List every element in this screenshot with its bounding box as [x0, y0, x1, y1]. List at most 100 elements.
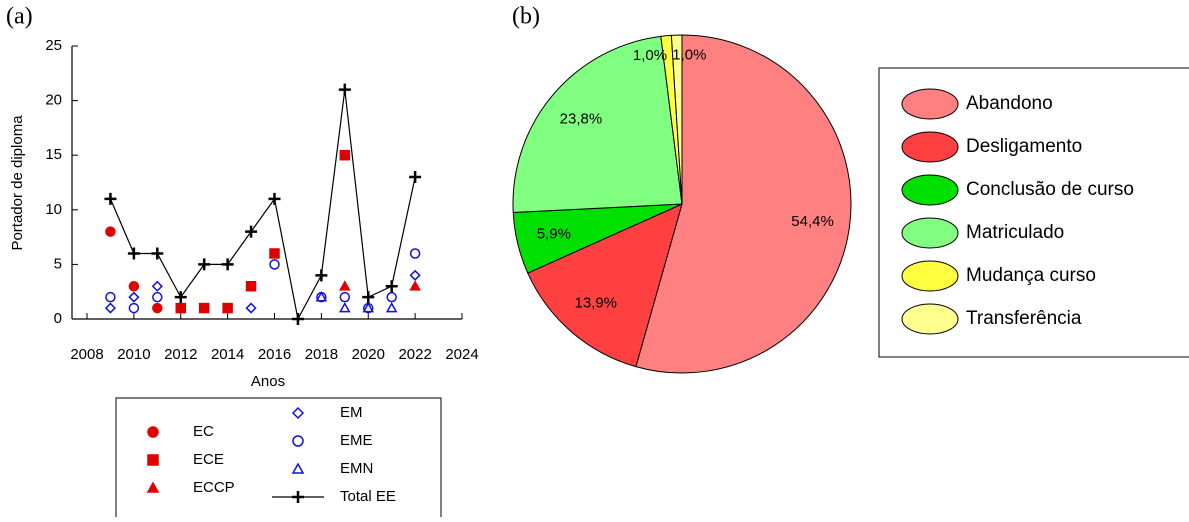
legend-label: Conclusão de curso: [966, 179, 1134, 200]
legend-swatch: [901, 174, 959, 206]
x-tick-label: 2010: [117, 346, 150, 363]
legend-label: Matriculado: [966, 222, 1064, 243]
legend-box: [878, 67, 1189, 358]
data-point: [339, 280, 351, 291]
legend-label: Mudança curso: [966, 265, 1096, 286]
data-point: [339, 302, 351, 313]
legend-label: EME: [340, 432, 373, 449]
data-point: [409, 269, 421, 281]
data-point: [269, 259, 280, 270]
x-tick-label: 2018: [305, 346, 338, 363]
data-point: [104, 192, 117, 205]
legend-marker: [146, 481, 160, 493]
legend-swatch: [901, 88, 959, 120]
pie-slice: [527, 203, 683, 368]
data-point: [174, 291, 187, 304]
data-point: [222, 302, 233, 314]
data-point: [127, 247, 140, 260]
data-point: [128, 291, 140, 303]
data-point: [151, 247, 164, 260]
data-point: [221, 258, 234, 271]
x-tick-label: 2008: [70, 346, 103, 363]
data-point: [175, 302, 186, 314]
data-point: [291, 313, 304, 325]
slice-label: 5,9%: [537, 226, 571, 243]
slice-label: 1,0%: [672, 46, 706, 63]
slice-label: 23,8%: [560, 110, 603, 127]
data-point: [339, 149, 351, 161]
legend-swatch: [901, 217, 959, 249]
data-point: [245, 302, 257, 314]
data-point: [198, 258, 211, 271]
data-point: [385, 280, 398, 293]
data-point: [128, 280, 140, 292]
x-tick-label: 2014: [211, 346, 244, 363]
y-tick-label: 25: [45, 37, 62, 54]
legend-marker: [291, 462, 305, 474]
legend-label: Total EE: [340, 488, 396, 505]
legend-swatch: [901, 260, 959, 292]
legend-label: Abandono: [966, 93, 1053, 114]
data-point: [151, 280, 163, 292]
legend-marker: [147, 426, 159, 438]
x-tick-label: 2022: [398, 346, 431, 363]
data-point: [315, 269, 328, 282]
panel-label: (a): [6, 4, 33, 30]
legend-label: EC: [193, 423, 214, 440]
data-point: [386, 291, 397, 303]
legend-swatch: [901, 131, 959, 163]
data-point: [409, 280, 421, 291]
legend-marker: [292, 491, 304, 503]
y-tick-label: 0: [54, 310, 62, 327]
slice-label: 1,0%: [633, 47, 667, 64]
data-point: [105, 226, 116, 237]
data-point: [128, 302, 140, 314]
legend-label: EMN: [340, 460, 373, 477]
data-point: [339, 291, 351, 303]
y-tick-label: 15: [45, 146, 62, 163]
series-line: [109, 89, 416, 321]
y-axis-label: Portador de diploma: [9, 115, 26, 251]
legend-label: EM: [340, 404, 363, 421]
data-point: [362, 302, 375, 313]
data-point: [198, 302, 210, 314]
data-point: [385, 302, 398, 313]
axes: [71, 46, 462, 320]
data-point: [409, 248, 421, 259]
x-tick-label: 2020: [352, 346, 385, 363]
legend-marker: [291, 406, 305, 420]
y-tick-label: 20: [45, 92, 62, 109]
data-point: [152, 302, 163, 314]
panel-label: (b): [512, 4, 540, 30]
data-point: [104, 302, 116, 314]
data-point: [105, 291, 116, 303]
x-axis-label: Anos: [251, 373, 285, 390]
legend-marker: [147, 454, 159, 466]
y-tick-label: 10: [45, 201, 62, 218]
x-tick-label: 2024: [445, 346, 478, 363]
slice-label: 13,9%: [574, 295, 617, 312]
data-point: [245, 280, 257, 292]
legend-label: ECCP: [193, 479, 235, 496]
pie-slice: [512, 35, 683, 214]
data-point: [245, 225, 258, 238]
data-point: [409, 171, 422, 184]
data-point: [315, 291, 328, 302]
legend-swatch: [901, 303, 959, 335]
legend-box: [115, 397, 442, 522]
data-point: [152, 291, 163, 303]
legend-marker: [292, 435, 304, 447]
x-tick-label: 2012: [164, 346, 197, 363]
pie-slice: [670, 34, 683, 205]
y-tick-label: 5: [54, 255, 62, 272]
data-point: [362, 291, 375, 304]
data-point: [269, 248, 280, 259]
data-point: [338, 83, 351, 96]
x-tick-label: 2016: [258, 346, 291, 363]
legend-label: ECE: [193, 451, 224, 468]
legend-label: Transferência: [966, 308, 1082, 329]
pie-slice: [635, 34, 852, 374]
slice-label: 54,4%: [791, 213, 834, 230]
legend-label: Desligamento: [966, 136, 1082, 157]
